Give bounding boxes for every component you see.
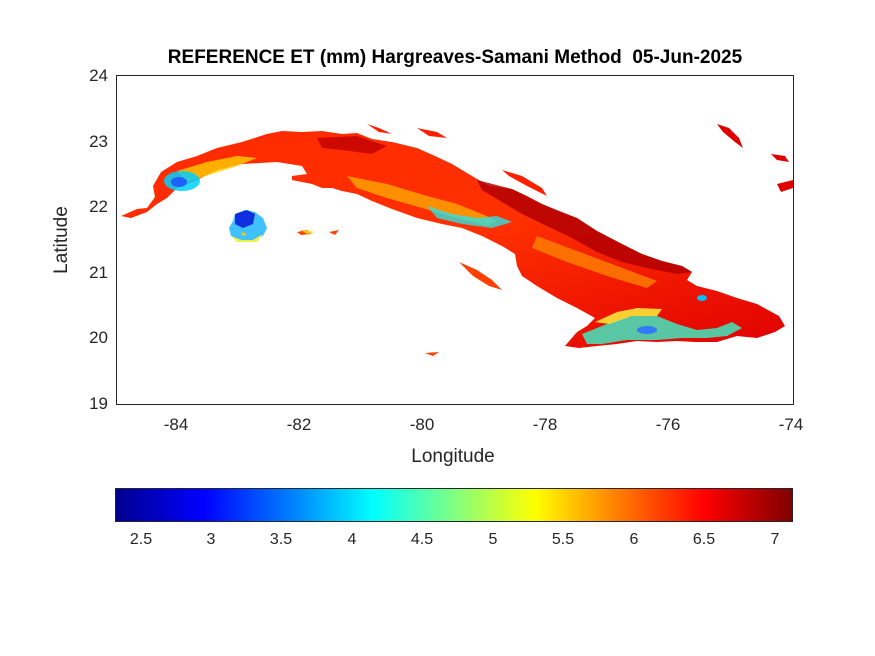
bahamas-fragments — [717, 124, 793, 192]
west-blue-spot — [171, 177, 187, 187]
y-tick-label: 19 — [78, 394, 108, 414]
x-tick-label: -84 — [156, 415, 196, 435]
cuba-et-map — [117, 76, 793, 404]
east-cyan-spot — [697, 295, 707, 301]
x-tick-label: -76 — [648, 415, 688, 435]
colorbar-tick-label: 5 — [473, 531, 513, 549]
colorbar-tick-label: 3 — [191, 531, 231, 549]
map-title: REFERENCE ET (mm) Hargreaves-Samani Meth… — [0, 47, 875, 69]
x-tick-label: -74 — [771, 415, 811, 435]
colorbar — [115, 488, 793, 522]
y-tick-label: 20 — [78, 328, 108, 348]
x-tick-label: -82 — [279, 415, 319, 435]
y-tick-label: 23 — [78, 132, 108, 152]
colorbar-tick-label: 2.5 — [121, 531, 161, 549]
x-axis-label: Longitude — [411, 446, 494, 468]
y-tick-label: 21 — [78, 263, 108, 283]
x-tick-label: -80 — [402, 415, 442, 435]
colorbar-tick-label: 7 — [755, 531, 795, 549]
colorbar-tick-label: 4 — [332, 531, 372, 549]
southeast-blue-spot — [637, 326, 657, 334]
colorbar-tick-label: 4.5 — [402, 531, 442, 549]
x-tick-label: -78 — [525, 415, 565, 435]
y-tick-label: 24 — [78, 66, 108, 86]
y-axis-label: Latitude — [51, 206, 73, 274]
colorbar-tick-label: 6.5 — [684, 531, 724, 549]
colorbar-tick-label: 3.5 — [261, 531, 301, 549]
southern-keys — [297, 230, 502, 356]
y-tick-label: 22 — [78, 197, 108, 217]
colorbar-tick-label: 5.5 — [543, 531, 583, 549]
map-plot-area — [116, 75, 794, 405]
colorbar-tick-label: 6 — [614, 531, 654, 549]
